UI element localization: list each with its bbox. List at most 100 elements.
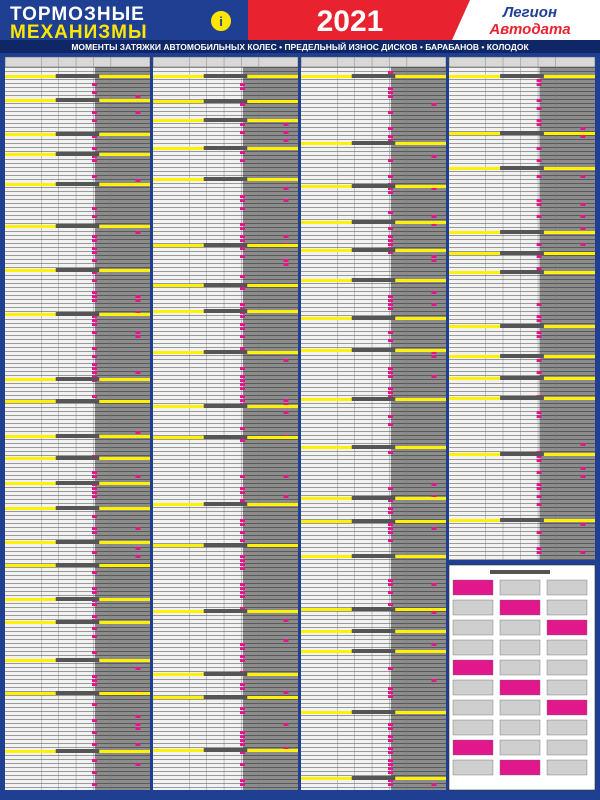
mark — [388, 579, 393, 582]
mark — [536, 123, 542, 126]
mark — [431, 679, 437, 682]
mark — [388, 735, 393, 738]
mark — [240, 383, 245, 386]
mark — [240, 395, 245, 398]
mark — [283, 359, 289, 362]
mark — [283, 131, 289, 134]
tables — [4, 56, 596, 791]
mark — [388, 91, 393, 94]
table-shade — [242, 57, 298, 790]
mark — [388, 523, 393, 526]
mark — [135, 431, 141, 434]
mark — [135, 95, 141, 98]
mark — [388, 127, 393, 130]
mark — [388, 367, 393, 370]
mark — [388, 235, 393, 238]
legend-item — [499, 759, 541, 776]
section-label — [351, 248, 396, 252]
section-label — [500, 166, 544, 170]
mark — [536, 331, 542, 334]
section-label — [500, 324, 544, 328]
mark — [431, 259, 437, 262]
mark — [92, 771, 97, 774]
mark — [92, 279, 97, 282]
mark — [580, 523, 586, 526]
mark — [240, 711, 245, 714]
mark — [92, 371, 97, 374]
mark — [388, 507, 393, 510]
mark — [240, 539, 245, 542]
mark — [240, 247, 245, 250]
mark — [388, 783, 393, 786]
section-label — [351, 184, 396, 188]
table-head — [4, 56, 151, 68]
legend-item — [452, 739, 494, 756]
mark — [92, 331, 97, 334]
mark — [536, 531, 542, 534]
table-shade — [390, 57, 446, 790]
mark — [388, 771, 393, 774]
mark — [388, 759, 393, 762]
mark — [431, 483, 437, 486]
mark — [580, 135, 586, 138]
mark — [431, 611, 437, 614]
mark — [240, 519, 245, 522]
section-label — [55, 312, 100, 316]
section-label — [55, 506, 100, 510]
mark — [92, 375, 97, 378]
mark — [92, 731, 97, 734]
section-label — [203, 99, 248, 103]
section-label — [55, 481, 100, 485]
mark — [92, 111, 97, 114]
legend-item — [546, 599, 588, 616]
mark — [388, 191, 393, 194]
mark — [240, 207, 245, 210]
section-label — [203, 118, 248, 122]
mark — [135, 743, 141, 746]
mark — [536, 159, 542, 162]
mark — [536, 547, 542, 550]
title-line1: ТОРМОЗНЫЕ — [10, 4, 145, 25]
mark — [92, 295, 97, 298]
mark — [388, 135, 393, 138]
mark — [240, 743, 245, 746]
section-label — [55, 399, 100, 403]
section-label — [55, 152, 100, 156]
legend-item — [499, 579, 541, 596]
section-label — [55, 456, 100, 460]
section-label — [351, 348, 396, 352]
section-label — [203, 309, 248, 313]
section-label — [351, 74, 396, 78]
mark — [388, 139, 393, 142]
mark — [388, 415, 393, 418]
mark — [92, 531, 97, 534]
mark — [92, 591, 97, 594]
mark — [388, 591, 393, 594]
mark — [580, 227, 586, 230]
mark — [240, 763, 245, 766]
legend-item — [452, 719, 494, 736]
mark — [388, 767, 393, 770]
section-label — [55, 268, 100, 272]
mark — [388, 295, 393, 298]
mark — [240, 531, 245, 534]
mark — [240, 655, 245, 658]
mark — [240, 303, 245, 306]
mark — [92, 703, 97, 706]
legend-item — [452, 759, 494, 776]
mark — [388, 307, 393, 310]
mark — [388, 71, 393, 74]
mark — [536, 303, 542, 306]
mark — [580, 203, 586, 206]
section-label — [55, 434, 100, 438]
mark — [92, 323, 97, 326]
mark — [388, 691, 393, 694]
section-label — [55, 620, 100, 624]
section-label — [500, 270, 544, 274]
mark — [283, 199, 289, 202]
mark — [388, 423, 393, 426]
section-label — [203, 672, 248, 676]
mark — [388, 87, 393, 90]
